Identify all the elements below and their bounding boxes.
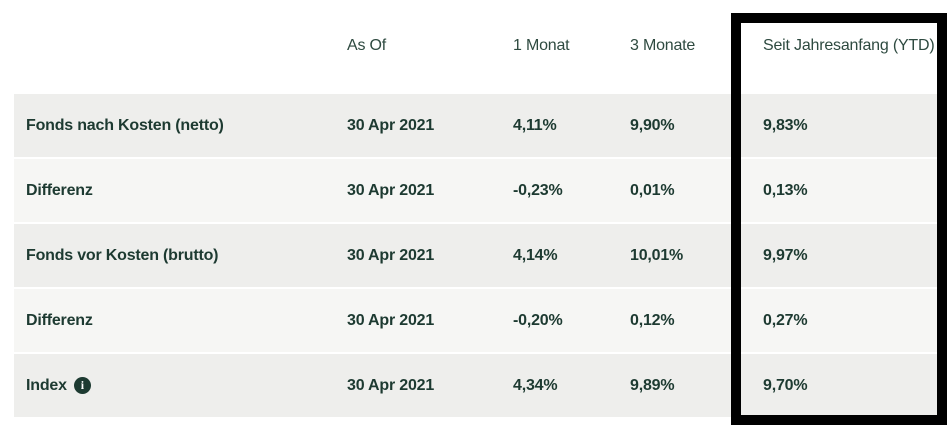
ytd-value: 9,83% bbox=[763, 116, 808, 134]
1-monat-value: -0,23% bbox=[513, 181, 563, 199]
table-row-fonds-netto: Fonds nach Kosten (netto) 30 Apr 2021 4,… bbox=[14, 94, 947, 157]
1-monat-value: 4,14% bbox=[513, 246, 558, 264]
3-monate-value: 0,01% bbox=[630, 181, 675, 199]
1-monat-value: 4,11% bbox=[513, 116, 557, 134]
table-row-fonds-brutto: Fonds vor Kosten (brutto) 30 Apr 2021 4,… bbox=[14, 224, 947, 287]
table-row-differenz-2: Differenz 30 Apr 2021 -0,20% 0,12% 0,27% bbox=[14, 289, 947, 352]
ytd-value: 0,13% bbox=[763, 181, 808, 199]
row-label: Fonds nach Kosten (netto) bbox=[14, 117, 347, 135]
header-3-monate: 3 Monate bbox=[630, 37, 696, 54]
row-label: Index i bbox=[14, 377, 347, 395]
as-of-value: 30 Apr 2021 bbox=[347, 246, 435, 264]
header-ytd: Seit Jahresanfang (YTD) bbox=[763, 37, 935, 54]
table-header-row: As Of 1 Monat 3 Monate Seit Jahresanfang… bbox=[14, 0, 947, 92]
info-icon[interactable]: i bbox=[73, 377, 91, 394]
row-label: Differenz bbox=[14, 182, 347, 200]
table-row-differenz-1: Differenz 30 Apr 2021 -0,23% 0,01% 0,13% bbox=[14, 159, 947, 222]
3-monate-value: 9,89% bbox=[630, 376, 675, 394]
header-1-monat: 1 Monat bbox=[513, 37, 570, 54]
row-label-text: Differenz bbox=[26, 181, 93, 199]
ytd-value: 9,97% bbox=[763, 246, 808, 264]
row-label-text: Differenz bbox=[26, 311, 93, 329]
3-monate-value: 10,01% bbox=[630, 246, 684, 264]
as-of-value: 30 Apr 2021 bbox=[347, 311, 435, 329]
performance-table: As Of 1 Monat 3 Monate Seit Jahresanfang… bbox=[14, 0, 947, 417]
header-as-of: As Of bbox=[347, 37, 387, 54]
3-monate-value: 0,12% bbox=[630, 311, 675, 329]
as-of-value: 30 Apr 2021 bbox=[347, 181, 435, 199]
as-of-value: 30 Apr 2021 bbox=[347, 116, 435, 134]
1-monat-value: 4,34% bbox=[513, 376, 558, 394]
row-label-text: Fonds nach Kosten (netto) bbox=[26, 116, 224, 134]
table-row-index: Index i 30 Apr 2021 4,34% 9,89% 9,70% bbox=[14, 354, 947, 417]
row-label: Fonds vor Kosten (brutto) bbox=[14, 247, 347, 265]
3-monate-value: 9,90% bbox=[630, 116, 675, 134]
row-label-text: Fonds vor Kosten (brutto) bbox=[26, 246, 219, 264]
ytd-value: 9,70% bbox=[763, 376, 808, 394]
1-monat-value: -0,20% bbox=[513, 311, 563, 329]
ytd-value: 0,27% bbox=[763, 311, 808, 329]
row-label: Differenz bbox=[14, 312, 347, 330]
as-of-value: 30 Apr 2021 bbox=[347, 376, 435, 394]
row-label-text: Index bbox=[26, 376, 67, 394]
